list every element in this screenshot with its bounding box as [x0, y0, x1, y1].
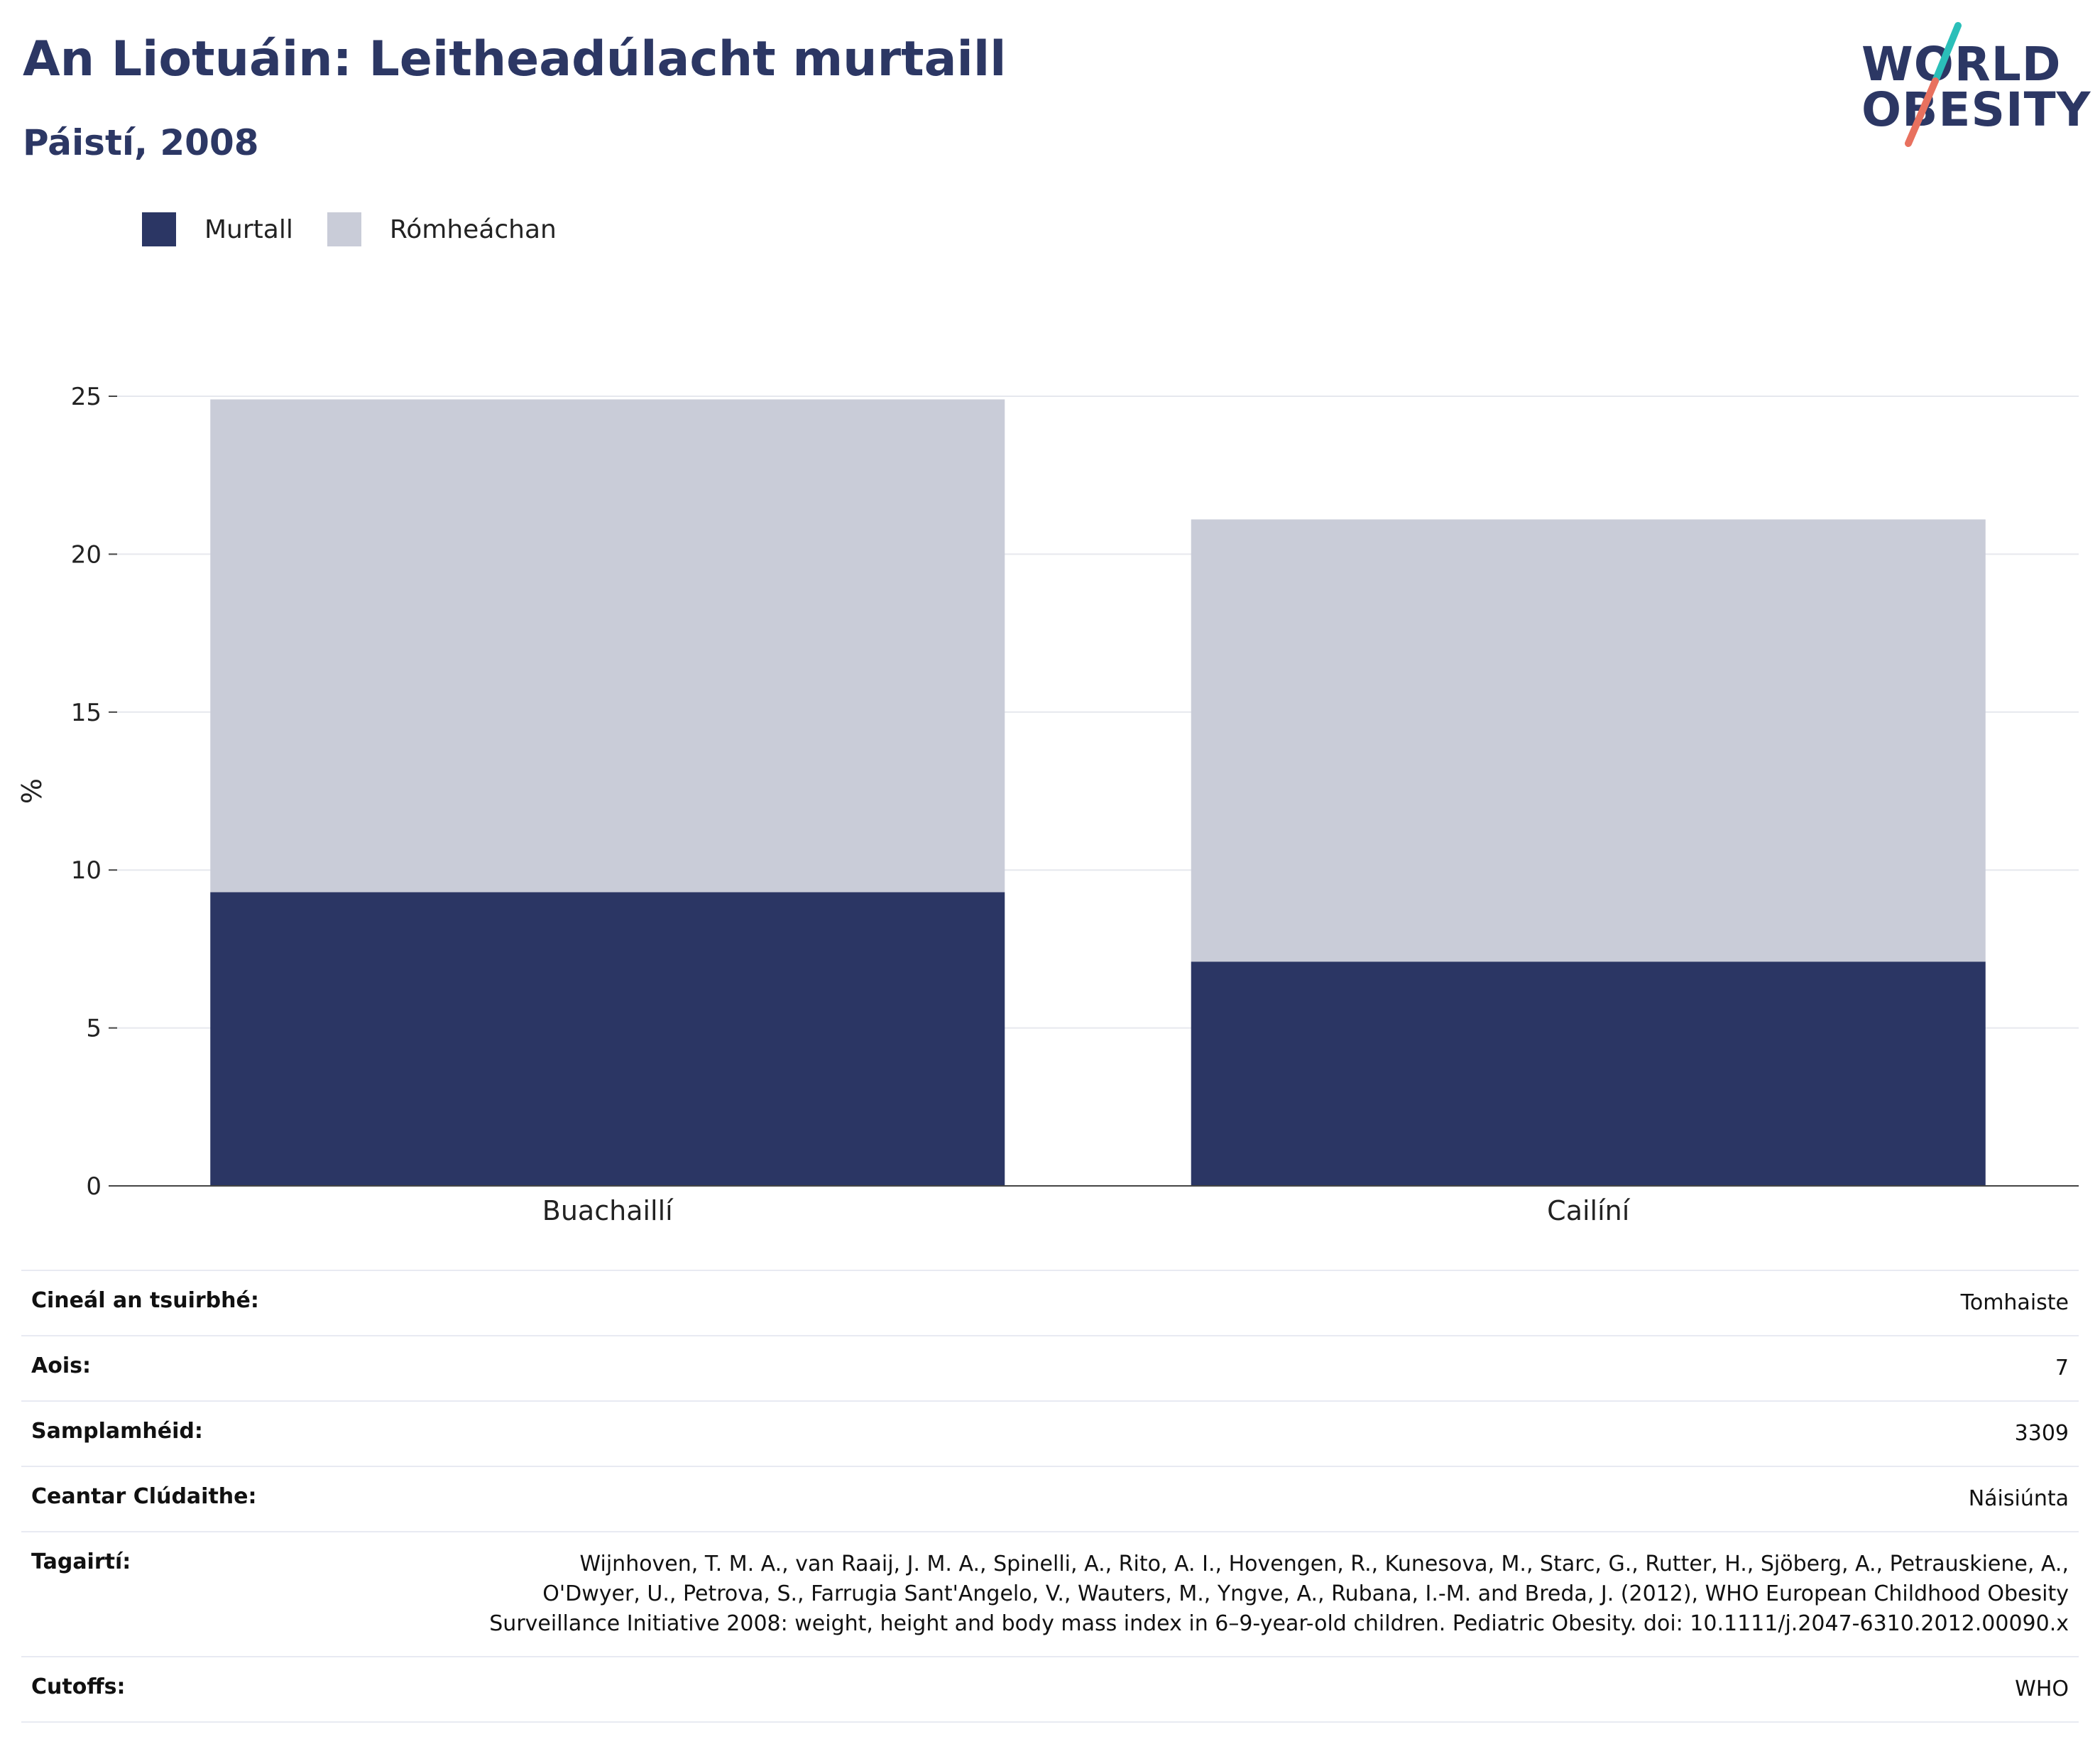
- chart-title: An Liotuáin: Leitheadúlacht murtaill: [23, 31, 1007, 87]
- info-value: 3309: [467, 1400, 2079, 1466]
- logo-text-line1: WORLD: [1861, 37, 2062, 92]
- legend-label: Rómheáchan: [389, 214, 557, 244]
- info-row: Aois: 7: [21, 1335, 2079, 1401]
- bar-rómheáchan: [210, 399, 1005, 893]
- x-tick-label: Cailíní: [1547, 1195, 1631, 1226]
- bar-murtall: [1191, 961, 1986, 1186]
- legend-item[interactable]: Rómheáchan: [327, 212, 557, 246]
- info-row: Tagairtí: Wijnhoven, T. M. A., van Raaij,…: [21, 1531, 2079, 1657]
- legend-item[interactable]: Murtall: [142, 212, 293, 246]
- y-tick-label: 10: [71, 856, 102, 885]
- info-label: Aois:: [21, 1335, 467, 1401]
- info-label: Cineál an tsuirbhé:: [21, 1270, 467, 1336]
- info-value: Náisiúnta: [467, 1466, 2079, 1532]
- y-tick-label: 5: [86, 1015, 102, 1043]
- info-row: Cineál an tsuirbhé: Tomhaiste: [21, 1270, 2079, 1336]
- info-value: WHO: [467, 1656, 2079, 1723]
- chart-subtitle: Páistí, 2008: [23, 122, 259, 163]
- info-row: Cutoffs: WHO: [21, 1656, 2079, 1723]
- legend-swatch: [327, 212, 361, 246]
- info-row: Samplamhéid: 3309: [21, 1400, 2079, 1466]
- y-axis-label: %: [16, 778, 48, 804]
- legend-label: Murtall: [204, 214, 293, 244]
- chart-legend: Murtall Rómheáchan: [142, 212, 591, 247]
- logo-text-line2: OBESITY: [1861, 82, 2091, 137]
- y-tick-label: 0: [86, 1172, 102, 1201]
- info-value: Tomhaiste: [467, 1270, 2079, 1336]
- info-label: Samplamhéid:: [21, 1400, 467, 1466]
- logo-slash-icon: [1905, 22, 1962, 147]
- survey-info-table: Cineál an tsuirbhé: Tomhaiste Aois: 7 Sampla…: [21, 1270, 2079, 1723]
- legend-swatch: [142, 212, 176, 246]
- info-label: Ceantar Clúdaithe:: [21, 1466, 467, 1532]
- bar-murtall: [210, 892, 1005, 1186]
- info-value: 7: [467, 1335, 2079, 1401]
- y-tick-label: 25: [71, 383, 102, 411]
- y-tick-label: 15: [71, 699, 102, 727]
- info-label: Tagairtí:: [21, 1531, 467, 1657]
- info-row: Ceantar Clúdaithe: Náisiúnta: [21, 1466, 2079, 1532]
- info-value: Wijnhoven, T. M. A., van Raaij, J. M. A.…: [467, 1531, 2079, 1657]
- info-label: Cutoffs:: [21, 1656, 467, 1723]
- bar-chart: 0 5 10 15 20 25 Buachaillí Cailíní%: [16, 383, 2079, 1226]
- bar-rómheáchan: [1191, 519, 1986, 962]
- x-tick-label: Buachaillí: [542, 1195, 674, 1226]
- y-tick-label: 20: [71, 540, 102, 569]
- world-obesity-logo: WORLD OBESITY: [1853, 21, 2090, 149]
